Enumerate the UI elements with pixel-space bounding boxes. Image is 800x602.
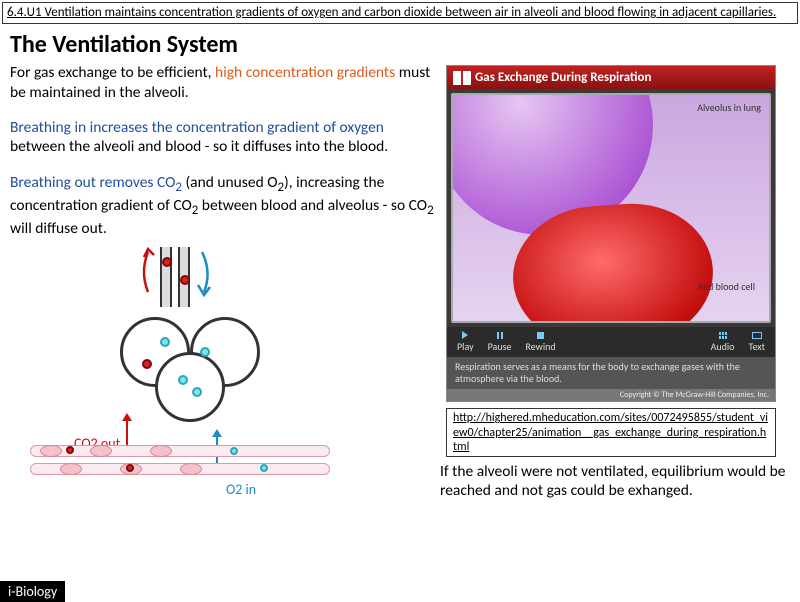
panel-caption: Respiration serves as a means for the bo… [447,357,775,389]
ibiology-logo: i-Biology [0,581,65,602]
animation-panel: Gas Exchange During Respiration Alveolus… [446,65,776,402]
co2-arrow-icon [126,419,128,445]
rbc-caption: Red blood cell [698,280,755,293]
p3-d: between blood and alveolus - so CO [198,196,427,215]
text-button[interactable]: Text [748,332,765,353]
rbc-icon [60,463,82,475]
audio-icon [719,332,727,339]
vessel [30,445,330,457]
co2-dot [142,359,152,369]
pause-icon [497,332,503,339]
p3-highlight: Breathing out removes CO2 [10,173,182,192]
p1-highlight: high concentration gradients [215,63,395,82]
co2-dot [66,446,74,454]
o2-dot [200,347,210,357]
o2-dot [160,337,170,347]
alveoli-lobes [120,297,260,417]
header-citation: 6.4.U1 Ventilation maintains concentrati… [2,2,798,24]
alveolus-label: Alveolus in lung [697,101,761,114]
para-1: For gas exchange to be efficient, high c… [10,63,440,102]
source-link[interactable]: http://highered.mheducation.com/sites/00… [446,408,776,457]
rbc-icon [150,445,172,457]
rbc-icon [180,463,202,475]
arrow-out-icon [138,247,158,297]
panel-copyright: Copyright © The McGraw-Hill Companies, I… [447,389,775,401]
play-button[interactable]: Play [457,331,474,353]
p3-e: will diffuse out. [10,219,107,238]
p1-text-a: For gas exchange to be efficient, [10,63,215,82]
o2-dot [260,464,268,472]
rbc-icon [90,445,112,457]
o2-dot [192,387,202,397]
capillary [30,445,330,477]
rewind-icon [537,332,544,339]
p3-b: (and unused O [182,173,278,192]
rewind-button[interactable]: Rewind [525,332,555,353]
o2-label: O2 in [226,481,256,498]
panel-controls: Play Pause Rewind Audio Text [447,327,775,357]
panel-title-text: Gas Exchange During Respiration [475,70,651,85]
panel-titlebar: Gas Exchange During Respiration [447,66,775,89]
left-column: For gas exchange to be efficient, high c… [0,63,440,506]
panel-body: Alveolus in lung Red blood cell [451,93,771,323]
book-icon [453,71,471,85]
bottom-paragraph: If the alveoli were not ventilated, equi… [440,462,790,501]
arrow-in-icon [196,247,216,297]
para-3: Breathing out removes CO2 (and unused O2… [10,173,440,239]
co2-dot [126,464,134,472]
o2-dot [178,375,188,385]
lobe [155,352,225,422]
co2-dot [162,257,172,267]
para-2: Breathing in increases the concentration… [10,118,440,157]
audio-button[interactable]: Audio [711,332,735,353]
o2-dot [230,447,238,455]
p2-highlight: Breathing in increases the concentration… [10,118,384,137]
rbc-icon [40,445,62,457]
page-title: The Ventilation System [10,30,800,59]
p2-text-b: between the alveoli and blood - so it di… [10,137,388,156]
play-icon [462,331,468,339]
content-area: For gas exchange to be efficient, high c… [0,63,800,506]
alveolus-diagram: CO2 out O2 in [30,247,330,507]
co2-dot [180,275,190,285]
right-column: Gas Exchange During Respiration Alveolus… [440,63,780,506]
text-icon [752,332,762,339]
pause-button[interactable]: Pause [488,332,512,353]
